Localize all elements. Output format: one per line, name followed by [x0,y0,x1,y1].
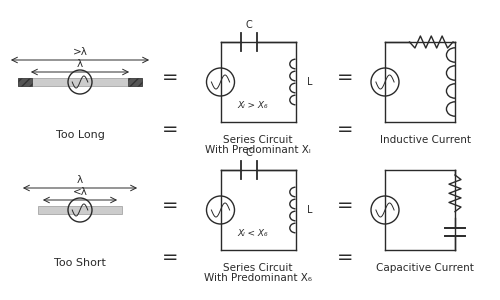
Text: Series Circuit: Series Circuit [223,135,293,145]
Text: Xₗ < X₆: Xₗ < X₆ [238,230,268,238]
Text: With Predominant Xₗ: With Predominant Xₗ [205,145,311,155]
Text: λ: λ [77,59,83,69]
Text: C: C [246,148,252,158]
Text: C: C [246,20,252,30]
Text: Too Long: Too Long [56,130,104,140]
Text: <λ: <λ [72,187,88,197]
Text: =: = [337,121,353,140]
Text: λ: λ [77,175,83,185]
Text: Series Circuit: Series Circuit [223,263,293,273]
Text: Xₗ > X₆: Xₗ > X₆ [238,101,268,110]
FancyBboxPatch shape [18,78,142,86]
FancyBboxPatch shape [38,206,122,214]
Text: =: = [162,121,178,140]
Text: With Predominant X₆: With Predominant X₆ [204,273,312,283]
Text: =: = [162,68,178,86]
Text: =: = [162,248,178,268]
Text: Too Short: Too Short [54,258,106,268]
Text: =: = [337,248,353,268]
Text: Capacitive Current: Capacitive Current [376,263,474,273]
Text: =: = [337,196,353,214]
Text: =: = [337,68,353,86]
Text: =: = [162,196,178,214]
Text: >λ: >λ [72,47,88,57]
Text: Inductive Current: Inductive Current [380,135,470,145]
FancyBboxPatch shape [128,78,142,86]
Text: L: L [308,77,313,87]
Text: L: L [308,205,313,215]
FancyBboxPatch shape [18,78,32,86]
